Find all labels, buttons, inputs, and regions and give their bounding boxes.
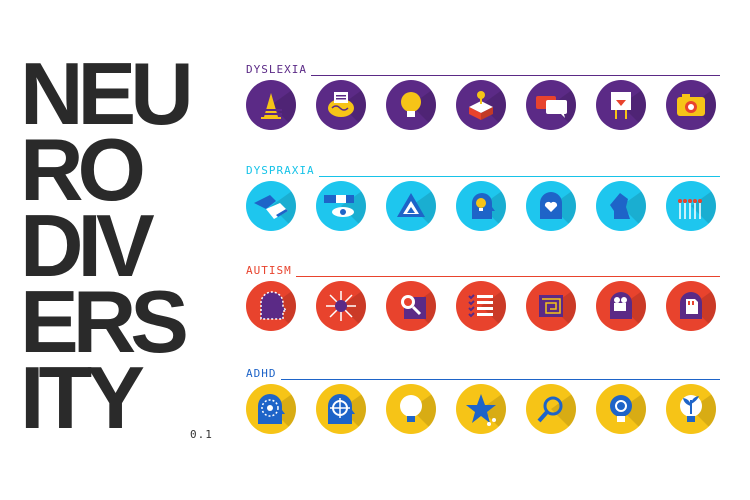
plant-bulb-icon: [666, 384, 716, 434]
checklist-icon: [456, 281, 506, 331]
brain-scan-icon: [316, 80, 366, 130]
gear-bulb-icon: [596, 384, 646, 434]
title-line: ITY: [20, 348, 145, 447]
section-adhd: ADHD: [246, 368, 720, 468]
section-label: ADHD: [246, 368, 281, 380]
head-bulb-icon: [456, 181, 506, 231]
easel-icon: [596, 80, 646, 130]
icon-row: [246, 80, 720, 132]
bulb-icon: [386, 384, 436, 434]
section-autism: AUTISM: [246, 265, 720, 365]
section-header: ADHD: [246, 368, 720, 382]
chess-knight-icon: [596, 181, 646, 231]
head-heart-icon: [526, 181, 576, 231]
title-line: RO: [20, 120, 146, 219]
section-label: DYSPRAXIA: [246, 165, 319, 177]
section-divider: [246, 176, 720, 177]
section-label: DYSLEXIA: [246, 64, 311, 76]
maze-icon: [526, 281, 576, 331]
head-sd-card-icon: [666, 281, 716, 331]
title-line: DIV: [20, 196, 155, 295]
section-divider: [246, 276, 720, 277]
matches-icon: [666, 181, 716, 231]
section-dyspraxia: DYSPRAXIA: [246, 165, 720, 265]
section-header: DYSPRAXIA: [246, 165, 720, 179]
section-divider: [246, 379, 720, 380]
section-header: DYSLEXIA: [246, 64, 720, 78]
icon-row: [246, 181, 720, 233]
star-icon: [456, 384, 506, 434]
camera-icon: [666, 80, 716, 130]
dashed-head-icon: [246, 281, 296, 331]
hand-eye-icon: [316, 181, 366, 231]
section-label: AUTISM: [246, 265, 296, 277]
head-arrows-icon: [316, 281, 366, 331]
section-dyslexia: DYSLEXIA: [246, 64, 720, 164]
head-crosshair-icon: [316, 384, 366, 434]
head-camera-icon: [596, 281, 646, 331]
head-target-icon: [246, 384, 296, 434]
icon-row: [246, 281, 720, 333]
gift-box-icon: [456, 80, 506, 130]
section-divider: [246, 75, 720, 76]
magnifier-icon: [526, 384, 576, 434]
speech-bubbles-icon: [526, 80, 576, 130]
version-label: 0.1: [190, 428, 213, 441]
section-header: AUTISM: [246, 265, 720, 279]
magnifier-grid-icon: [386, 281, 436, 331]
lightbulb-icon: [386, 80, 436, 130]
hands-icon: [246, 181, 296, 231]
title-line: NEU: [20, 44, 194, 143]
title-line: ERS: [20, 272, 189, 371]
page-title: NEU RO DIV ERS ITY: [20, 44, 194, 447]
triangle-icon: [386, 181, 436, 231]
letter-a-icon: [246, 80, 296, 130]
icon-row: [246, 384, 720, 436]
